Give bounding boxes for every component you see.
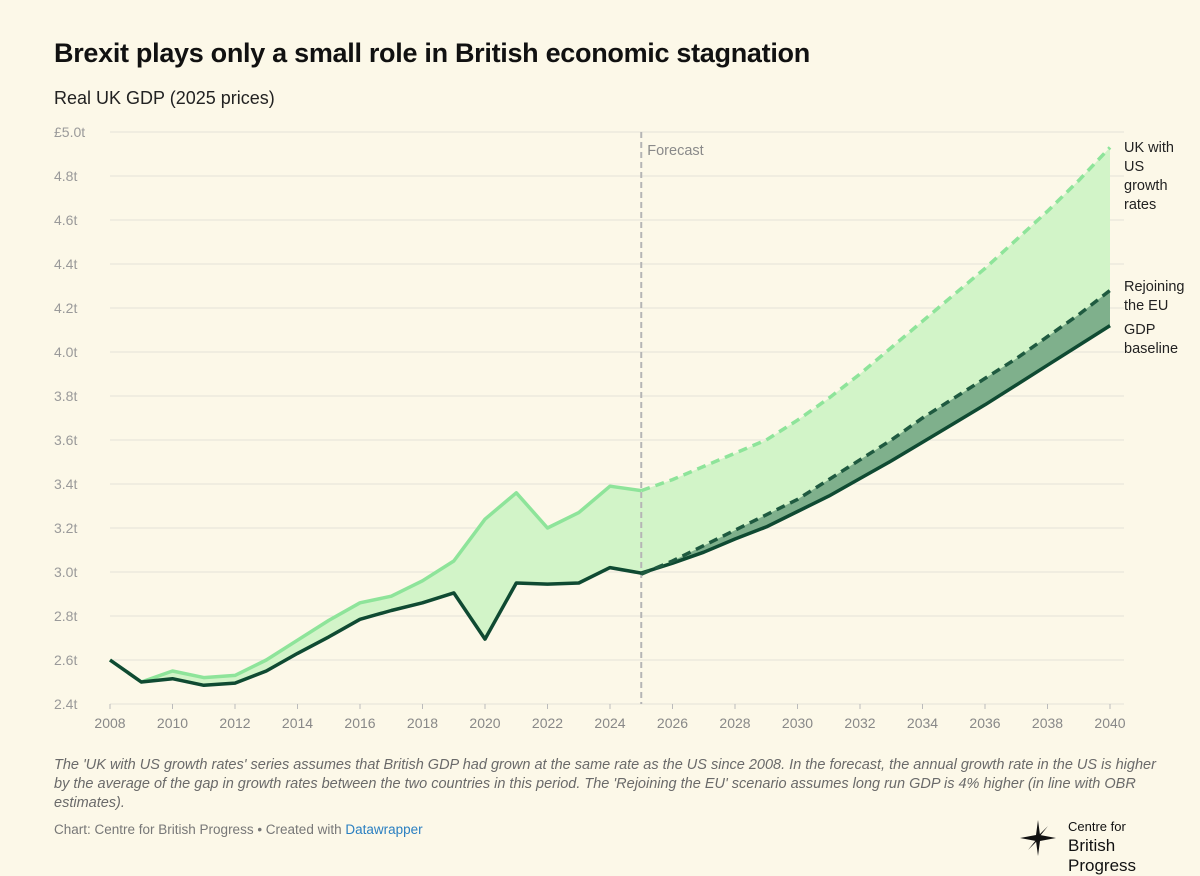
x-tick-label: 2014: [282, 715, 313, 731]
chart-subtitle: Real UK GDP (2025 prices): [54, 88, 275, 108]
us-growth-label-line: growth: [1124, 178, 1168, 194]
rejoin-eu-label: Rejoining the EU: [1124, 279, 1184, 314]
x-tick-label: 2016: [344, 715, 375, 731]
y-tick-label: 3.0t: [54, 564, 77, 580]
y-tick-label: 2.8t: [54, 608, 77, 624]
gdp-baseline-label: GDP baseline: [1124, 322, 1178, 357]
logo-line-1: Centre for: [1068, 819, 1126, 834]
chart-areas: [110, 147, 1110, 686]
y-tick-label: 4.4t: [54, 256, 77, 272]
x-tick-label: 2012: [219, 715, 250, 731]
x-tick-label: 2032: [844, 715, 875, 731]
y-tick-label: 4.8t: [54, 168, 77, 184]
x-tick-label: 2026: [657, 715, 688, 731]
x-tick-label: 2034: [907, 715, 938, 731]
y-tick-label: 2.6t: [54, 652, 77, 668]
x-tick-label: 2028: [719, 715, 750, 731]
x-tick-label: 2040: [1094, 715, 1125, 731]
x-tick-label: 2038: [1032, 715, 1063, 731]
y-tick-label: 3.2t: [54, 520, 77, 536]
y-tick-label: 4.6t: [54, 212, 77, 228]
gdp-baseline-line: [108, 324, 1111, 688]
gridlines: [110, 131, 1124, 705]
x-axis-ticks: 2008 2010 2012 2014 2016 2018 2020 2022 2024 2026…: [94, 704, 1126, 731]
y-tick-label: 2.4t: [54, 696, 77, 712]
us-growth-label-line: US: [1124, 159, 1144, 175]
chart-source: Chart: Centre for British Progress • Cre…: [54, 822, 423, 837]
gdp-baseline-label-line: GDP: [1124, 322, 1155, 338]
x-tick-label: 2008: [94, 715, 125, 731]
y-tick-label: 4.0t: [54, 344, 77, 360]
source-prefix: Chart: Centre for British Progress • Cre…: [54, 822, 346, 837]
us-growth-gap-area: [110, 147, 1110, 686]
y-tick-label: 3.8t: [54, 388, 77, 404]
chart-notes: The 'UK with US growth rates' series ass…: [54, 757, 1156, 811]
us-growth-line-historic: [108, 484, 642, 684]
y-tick-label: 4.2t: [54, 300, 77, 316]
y-tick-label: 3.4t: [54, 476, 77, 492]
datawrapper-link[interactable]: Datawrapper: [345, 822, 423, 837]
gdp-baseline-label-line: baseline: [1124, 341, 1178, 357]
series-labels: UK with US growth rates Rejoining the EU GDP ba…: [1124, 140, 1184, 357]
us-growth-label-line: UK with: [1124, 140, 1174, 156]
series-lines: [108, 146, 1112, 688]
rejoin-eu-line: [640, 289, 1112, 576]
x-tick-label: 2010: [157, 715, 188, 731]
chart-title: Brexit plays only a small role in Britis…: [54, 38, 810, 68]
rejoin-eu-label-line: the EU: [1124, 298, 1168, 314]
forecast-label: Forecast: [647, 143, 703, 159]
x-tick-label: 2020: [469, 715, 500, 731]
y-axis-ticks: 2.4t 2.6t 2.8t 3.0t 3.2t 3.4t 3.6t 3.8t 4.0t 4.2t…: [54, 124, 85, 712]
us-growth-line-forecast: [640, 146, 1112, 493]
forecast-marker: Forecast: [640, 132, 704, 704]
x-tick-label: 2024: [594, 715, 625, 731]
y-tick-label: £5.0t: [54, 124, 85, 140]
x-tick-label: 2036: [969, 715, 1000, 731]
centre-for-british-progress-logo: Centre for British Progress: [1016, 818, 1186, 875]
us-growth-label-line: rates: [1124, 197, 1156, 213]
logo-line-2: British Progress: [1068, 836, 1137, 875]
us-growth-label: UK with US growth rates: [1124, 140, 1174, 213]
x-tick-label: 2018: [407, 715, 438, 731]
rejoin-eu-label-line: Rejoining: [1124, 279, 1184, 295]
y-tick-label: 3.6t: [54, 432, 77, 448]
x-tick-label: 2022: [532, 715, 563, 731]
star-logo-icon: [1020, 820, 1056, 856]
x-tick-label: 2030: [782, 715, 813, 731]
